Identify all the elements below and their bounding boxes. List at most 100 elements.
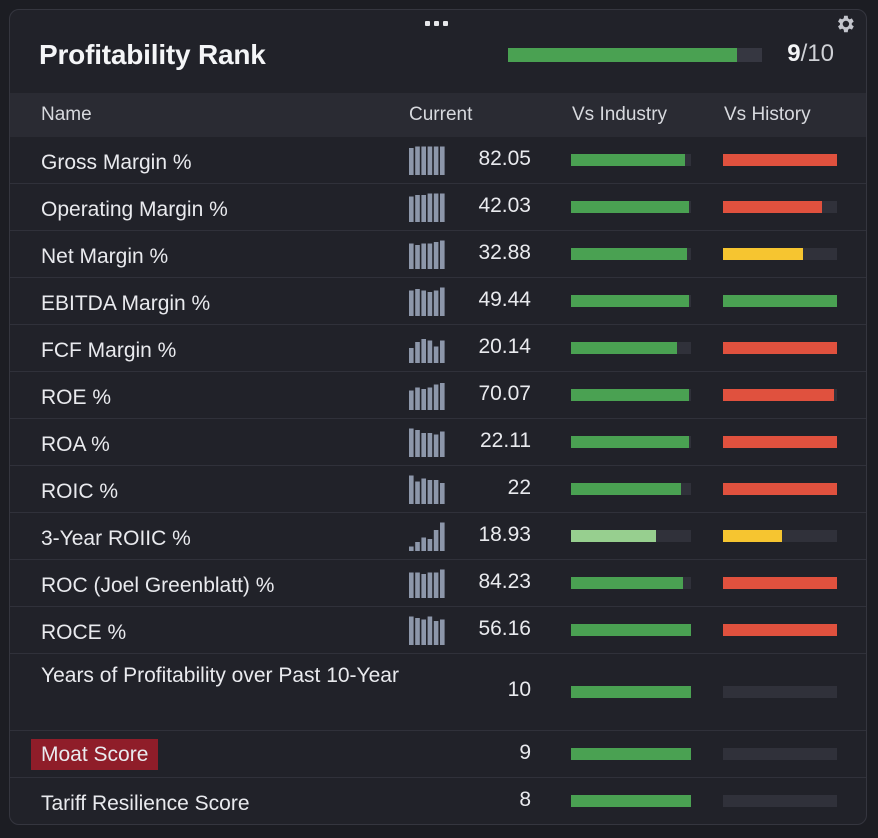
vs-history-bar (723, 686, 837, 698)
metric-name[interactable]: ROIC % (41, 480, 119, 503)
sparkline-bar (427, 539, 433, 551)
sparkline-bar (409, 243, 414, 269)
table-row[interactable]: Years of Profitability over Past 10-Year… (10, 654, 866, 731)
sparkline-icon[interactable] (409, 380, 445, 410)
sparkline-bar (427, 572, 433, 598)
metric-value: 84.23 (478, 570, 531, 593)
sparkline-bar (440, 483, 445, 504)
column-header-name[interactable]: Name (41, 104, 92, 125)
metric-value: 20.14 (478, 335, 531, 358)
vs-industry-bar (571, 154, 691, 166)
vs-history-bar (723, 154, 837, 166)
sparkline-icon[interactable] (409, 286, 445, 316)
sparkline-bar (440, 431, 445, 457)
table-row[interactable]: Tariff Resilience Score 8 (10, 778, 866, 824)
metric-name[interactable]: Net Margin % (41, 245, 169, 268)
sparkline-bar (415, 481, 420, 504)
table-row[interactable]: ROA % 22.11 (10, 419, 866, 466)
metric-value: 82.05 (478, 147, 531, 170)
vs-history-bar (723, 624, 837, 636)
vs-industry-bar-fill (571, 483, 682, 495)
sparkline-icon[interactable] (409, 427, 445, 457)
sparkline-bar (421, 339, 426, 363)
sparkline-icon[interactable] (409, 568, 445, 598)
metric-name[interactable]: 3-Year ROIIC % (41, 527, 191, 550)
table-row[interactable]: Operating Margin % 42.03 (10, 184, 866, 231)
vs-industry-bar-fill (571, 624, 691, 636)
gear-icon[interactable] (834, 13, 856, 35)
column-header-vs-history[interactable]: Vs History (724, 104, 811, 125)
rank-bar-fill (508, 48, 737, 62)
sparkline-bar (433, 346, 439, 363)
sparkline-bar (415, 195, 420, 222)
sparkline-bar (440, 193, 445, 222)
sparkline-icon[interactable] (409, 474, 445, 504)
metric-name[interactable]: ROC (Joel Greenblatt) % (41, 574, 275, 597)
sparkline-bar (409, 428, 414, 457)
sparkline-bar (421, 195, 426, 222)
sparkline-icon[interactable] (409, 521, 445, 551)
table-row[interactable]: Gross Margin % 82.05 (10, 137, 866, 184)
vs-history-bar-fill (723, 624, 837, 636)
table-header: Name Current Vs Industry Vs History (10, 93, 866, 137)
sparkline-bar (440, 340, 445, 363)
rank-score-total: /10 (800, 40, 834, 67)
sparkline-bar (433, 572, 439, 598)
table-row[interactable]: 3-Year ROIIC % 18.93 (10, 513, 866, 560)
sparkline-bar (409, 290, 414, 316)
vs-history-bar (723, 748, 837, 760)
sparkline-bar (421, 146, 426, 175)
vs-industry-bar-fill (571, 201, 689, 213)
sparkline-bar (421, 619, 426, 645)
vs-history-bar (723, 530, 837, 542)
metric-name[interactable]: EBITDA Margin % (41, 292, 211, 315)
metric-value: 70.07 (478, 382, 531, 405)
sparkline-bar (427, 243, 433, 269)
table-row[interactable]: EBITDA Margin % 49.44 (10, 278, 866, 325)
metric-name[interactable]: Years of Profitability over Past 10-Year (41, 664, 399, 687)
vs-history-bar-fill (723, 577, 837, 589)
sparkline-bar (440, 287, 445, 316)
sparkline-icon[interactable] (409, 239, 445, 269)
rank-score: 9/10 (787, 40, 834, 68)
vs-industry-bar (571, 748, 691, 760)
vs-history-bar (723, 389, 837, 401)
metric-name[interactable]: FCF Margin % (41, 339, 177, 362)
table-row[interactable]: ROE % 70.07 (10, 372, 866, 419)
vs-industry-bar (571, 342, 691, 354)
metric-name[interactable]: ROCE % (41, 621, 127, 644)
sparkline-icon[interactable] (409, 333, 445, 363)
vs-industry-bar (571, 795, 691, 807)
sparkline-icon[interactable] (409, 192, 445, 222)
metric-name[interactable]: ROA % (41, 433, 110, 456)
sparkline-icon[interactable] (409, 145, 445, 175)
sparkline-bar (415, 430, 420, 457)
sparkline-bar (427, 616, 433, 645)
table-row[interactable]: ROCE % 56.16 (10, 607, 866, 654)
sparkline-bar (415, 342, 420, 363)
sparkline-icon[interactable] (409, 615, 445, 645)
table-row[interactable]: Moat Score 9 (10, 731, 866, 778)
sparkline-bar (415, 146, 420, 175)
table-row[interactable]: Net Margin % 32.88 (10, 231, 866, 278)
metric-name[interactable]: Tariff Resilience Score (41, 792, 250, 815)
table-row[interactable]: ROIC % 22 (10, 466, 866, 513)
metric-name[interactable]: Operating Margin % (41, 198, 228, 221)
sparkline-bar (421, 478, 426, 504)
metric-value: 42.03 (478, 194, 531, 217)
table-row[interactable]: ROC (Joel Greenblatt) % 84.23 (10, 560, 866, 607)
metric-value: 18.93 (478, 523, 531, 546)
vs-industry-bar (571, 389, 691, 401)
column-header-vs-industry[interactable]: Vs Industry (572, 104, 668, 125)
sparkline-bar (433, 146, 439, 175)
metric-name[interactable]: ROE % (41, 386, 112, 409)
sparkline-bar (415, 387, 420, 410)
more-options-icon[interactable] (425, 21, 448, 26)
column-header-current[interactable]: Current (409, 104, 473, 125)
vs-history-bar (723, 201, 837, 213)
metric-name[interactable]: Gross Margin % (41, 151, 192, 174)
vs-history-bar (723, 295, 837, 307)
metric-name-highlighted[interactable]: Moat Score (31, 739, 159, 770)
table-row[interactable]: FCF Margin % 20.14 (10, 325, 866, 372)
vs-industry-bar-fill (571, 295, 689, 307)
